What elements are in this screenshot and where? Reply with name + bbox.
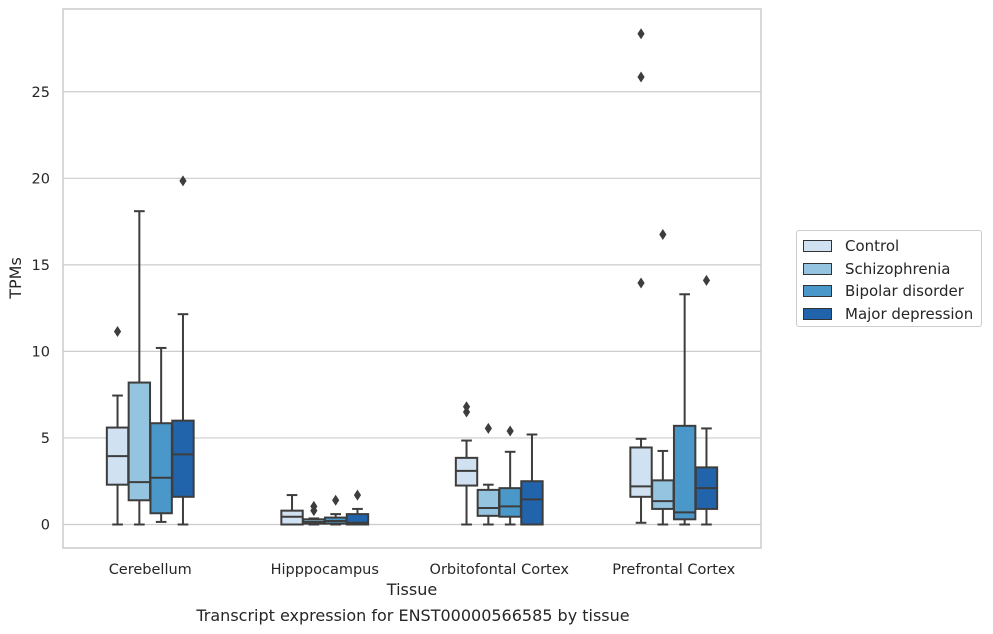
- box-bipolar-disorder: [323, 494, 348, 526]
- outlier-point: [353, 489, 362, 501]
- box-major-depression: [520, 433, 544, 526]
- outlier-point: [332, 494, 340, 506]
- outlier-point: [702, 274, 711, 286]
- legend-swatch: [803, 285, 832, 298]
- y-tick-label: 25: [32, 85, 50, 101]
- x-tick-label: Hipppocampus: [271, 562, 379, 578]
- box-schizophrenia: [127, 210, 152, 526]
- outlier-point: [179, 175, 187, 187]
- box-major-depression: [171, 175, 195, 526]
- legend-label: Bipolar disorder: [845, 282, 964, 301]
- box-major-depression: [345, 489, 370, 526]
- outlier-point: [113, 325, 122, 337]
- box: [498, 487, 522, 518]
- legend-swatch: [803, 307, 832, 320]
- legend-label: Schizophrenia: [845, 259, 951, 278]
- box: [476, 488, 501, 517]
- chart-caption: Transcript expression for ENST0000056658…: [196, 606, 630, 625]
- outlier-point: [637, 28, 645, 40]
- outlier-point: [637, 277, 645, 289]
- x-tick-label: Prefrontal Cortex: [612, 562, 735, 578]
- box-bipolar-disorder: [149, 346, 173, 523]
- legend-label: Major depression: [845, 304, 974, 323]
- outlier-point: [506, 425, 514, 437]
- y-tick-labels: 0 5 10 15 20 25: [32, 85, 50, 534]
- box: [629, 446, 653, 498]
- legend-item: Control: [803, 235, 981, 258]
- y-axis-label: TPMs: [6, 257, 25, 300]
- plot-frame: [62, 8, 762, 549]
- outlier-point: [659, 229, 667, 241]
- box-control: [280, 494, 304, 526]
- legend-item: Major depression: [803, 303, 981, 326]
- box-control: [629, 28, 653, 524]
- legend-swatch: [803, 262, 832, 275]
- box: [672, 424, 697, 521]
- x-tick-label: Cerebellum: [109, 562, 192, 578]
- box-schizophrenia: [302, 500, 326, 526]
- outlier-point: [637, 71, 645, 83]
- box: [149, 422, 173, 515]
- legend-label: Control: [845, 237, 900, 256]
- y-tick-label: 5: [41, 431, 50, 447]
- y-tick-label: 10: [32, 344, 50, 360]
- outlier-point: [484, 422, 492, 434]
- box-control: [454, 401, 479, 526]
- box-control: [105, 325, 130, 526]
- legend: Control Schizophrenia Bipolar disorder Majo…: [796, 230, 982, 327]
- box-schizophrenia: [651, 229, 675, 526]
- outlier-point: [462, 401, 471, 413]
- legend-swatch: [803, 240, 832, 253]
- box-major-depression: [694, 274, 719, 526]
- box: [520, 480, 544, 526]
- y-tick-label: 15: [32, 258, 50, 274]
- box: [651, 479, 675, 510]
- outlier-point: [310, 500, 318, 512]
- legend-item: Schizophrenia: [803, 258, 981, 281]
- box-bipolar-disorder: [498, 425, 522, 526]
- y-tick-label: 20: [32, 171, 50, 187]
- x-tick-label: Orbitofontal Cortex: [430, 562, 570, 578]
- box: [345, 513, 370, 526]
- y-tick-label: 0: [41, 518, 50, 534]
- box-bipolar-disorder: [672, 293, 697, 526]
- x-tick-labels: Cerebellum Hipppocampus Orbitofontal Corte…: [109, 562, 736, 578]
- legend-item: Bipolar disorder: [803, 280, 981, 303]
- box: [171, 419, 195, 498]
- x-axis-label: Tissue: [386, 580, 437, 599]
- box-plots: [105, 28, 719, 526]
